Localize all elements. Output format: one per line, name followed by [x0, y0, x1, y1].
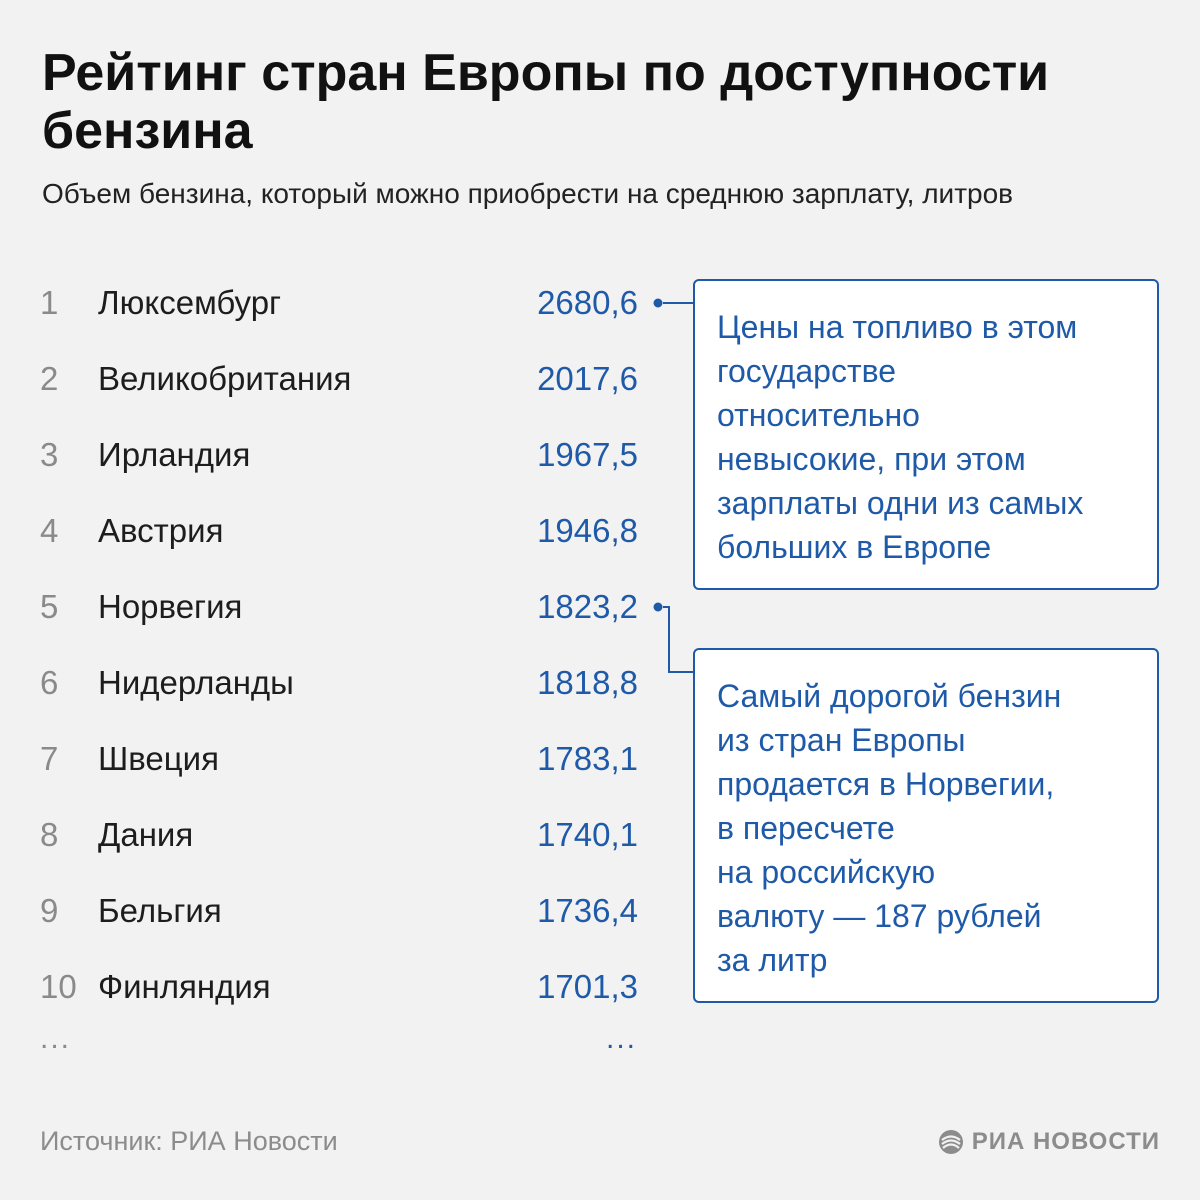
annotation-line: больших в Европе: [717, 529, 992, 565]
row-value: 1736,4: [537, 892, 638, 929]
row-value: 1967,5: [537, 436, 638, 473]
source-text: Источник: РИА Новости: [40, 1126, 338, 1156]
ellipsis-rank: ...: [40, 1022, 72, 1055]
row-value: 1783,1: [537, 740, 638, 777]
table-row: 3 Ирландия 1967,5: [0, 435, 660, 475]
annotation-luxembourg: Цены на топливо в этом государстве относит…: [693, 279, 1159, 590]
row-value: 2017,6: [537, 360, 638, 397]
table-row: 2 Великобритания 2017,6: [0, 359, 660, 399]
connector-line-5: [663, 606, 693, 673]
table-row: 5 Норвегия 1823,2: [0, 587, 660, 627]
table-row: 6 Нидерланды 1818,8: [0, 663, 660, 703]
table-row: 9 Бельгия 1736,4: [0, 891, 660, 931]
ria-logo-text: РИА НОВОСТИ: [971, 1128, 1160, 1155]
annotation-norway: Самый дорогой бензин из стран Европы прода…: [693, 648, 1159, 1003]
row-value: 1740,1: [537, 816, 638, 853]
row-rank: 3: [40, 436, 59, 473]
row-rank: 6: [40, 664, 59, 701]
row-rank: 5: [40, 588, 59, 625]
row-rank: 8: [40, 816, 59, 853]
annotation-line: за литр: [717, 942, 828, 978]
row-country: Бельгия: [98, 892, 222, 929]
chart-subtitle: Объем бензина, который можно приобрести …: [42, 178, 1014, 209]
row-country: Великобритания: [98, 360, 352, 397]
row-value: 2680,6: [537, 284, 638, 321]
annotation-line: относительно: [717, 397, 920, 433]
row-country: Нидерланды: [98, 664, 294, 701]
row-rank: 1: [40, 284, 59, 321]
row-value: 1818,8: [537, 664, 638, 701]
row-value: 1701,3: [537, 968, 638, 1005]
row-rank: 7: [40, 740, 59, 777]
annotation-line: Цены на топливо в этом: [717, 309, 1078, 345]
row-rank: 4: [40, 512, 59, 549]
annotation-line: в пересчете: [717, 810, 895, 846]
ellipsis-value: ...: [606, 1022, 638, 1055]
annotation-line: государстве: [717, 353, 897, 389]
row-country: Дания: [98, 816, 194, 853]
annotation-line: невысокие, при этом: [717, 441, 1026, 477]
annotation-line: Самый дорогой бензин: [717, 678, 1062, 714]
annotation-line: из стран Европы: [717, 722, 966, 758]
annotation-line: валюту — 187 рублей: [717, 898, 1042, 934]
row-rank: 10: [40, 968, 77, 1005]
row-country: Швеция: [98, 740, 219, 777]
row-country: Австрия: [98, 512, 224, 549]
annotation-line: зарплаты одни из самых: [717, 485, 1084, 521]
row-value: 1946,8: [537, 512, 638, 549]
row-country: Финляндия: [98, 968, 271, 1005]
annotation-line: на российскую: [717, 854, 936, 890]
table-row: 4 Австрия 1946,8: [0, 511, 660, 551]
row-country: Люксембург: [98, 284, 282, 321]
row-country: Ирландия: [98, 436, 251, 473]
chart-title: Рейтинг стран Европы по доступности бенз…: [42, 44, 1050, 160]
table-row: 10 Финляндия 1701,3: [0, 967, 660, 1007]
annotation-line: продается в Норвегии,: [717, 766, 1055, 802]
row-value: 1823,2: [537, 588, 638, 625]
table-row: 1 Люксембург 2680,6: [0, 283, 660, 323]
row-rank: 2: [40, 360, 59, 397]
table-row: 7 Швеция 1783,1: [0, 739, 660, 779]
table-row: 8 Дания 1740,1: [0, 815, 660, 855]
row-rank: 9: [40, 892, 59, 929]
ria-logo: РИА НОВОСТИ: [938, 1124, 1160, 1160]
row-country: Норвегия: [98, 588, 243, 625]
ria-logo-icon: [938, 1130, 963, 1154]
